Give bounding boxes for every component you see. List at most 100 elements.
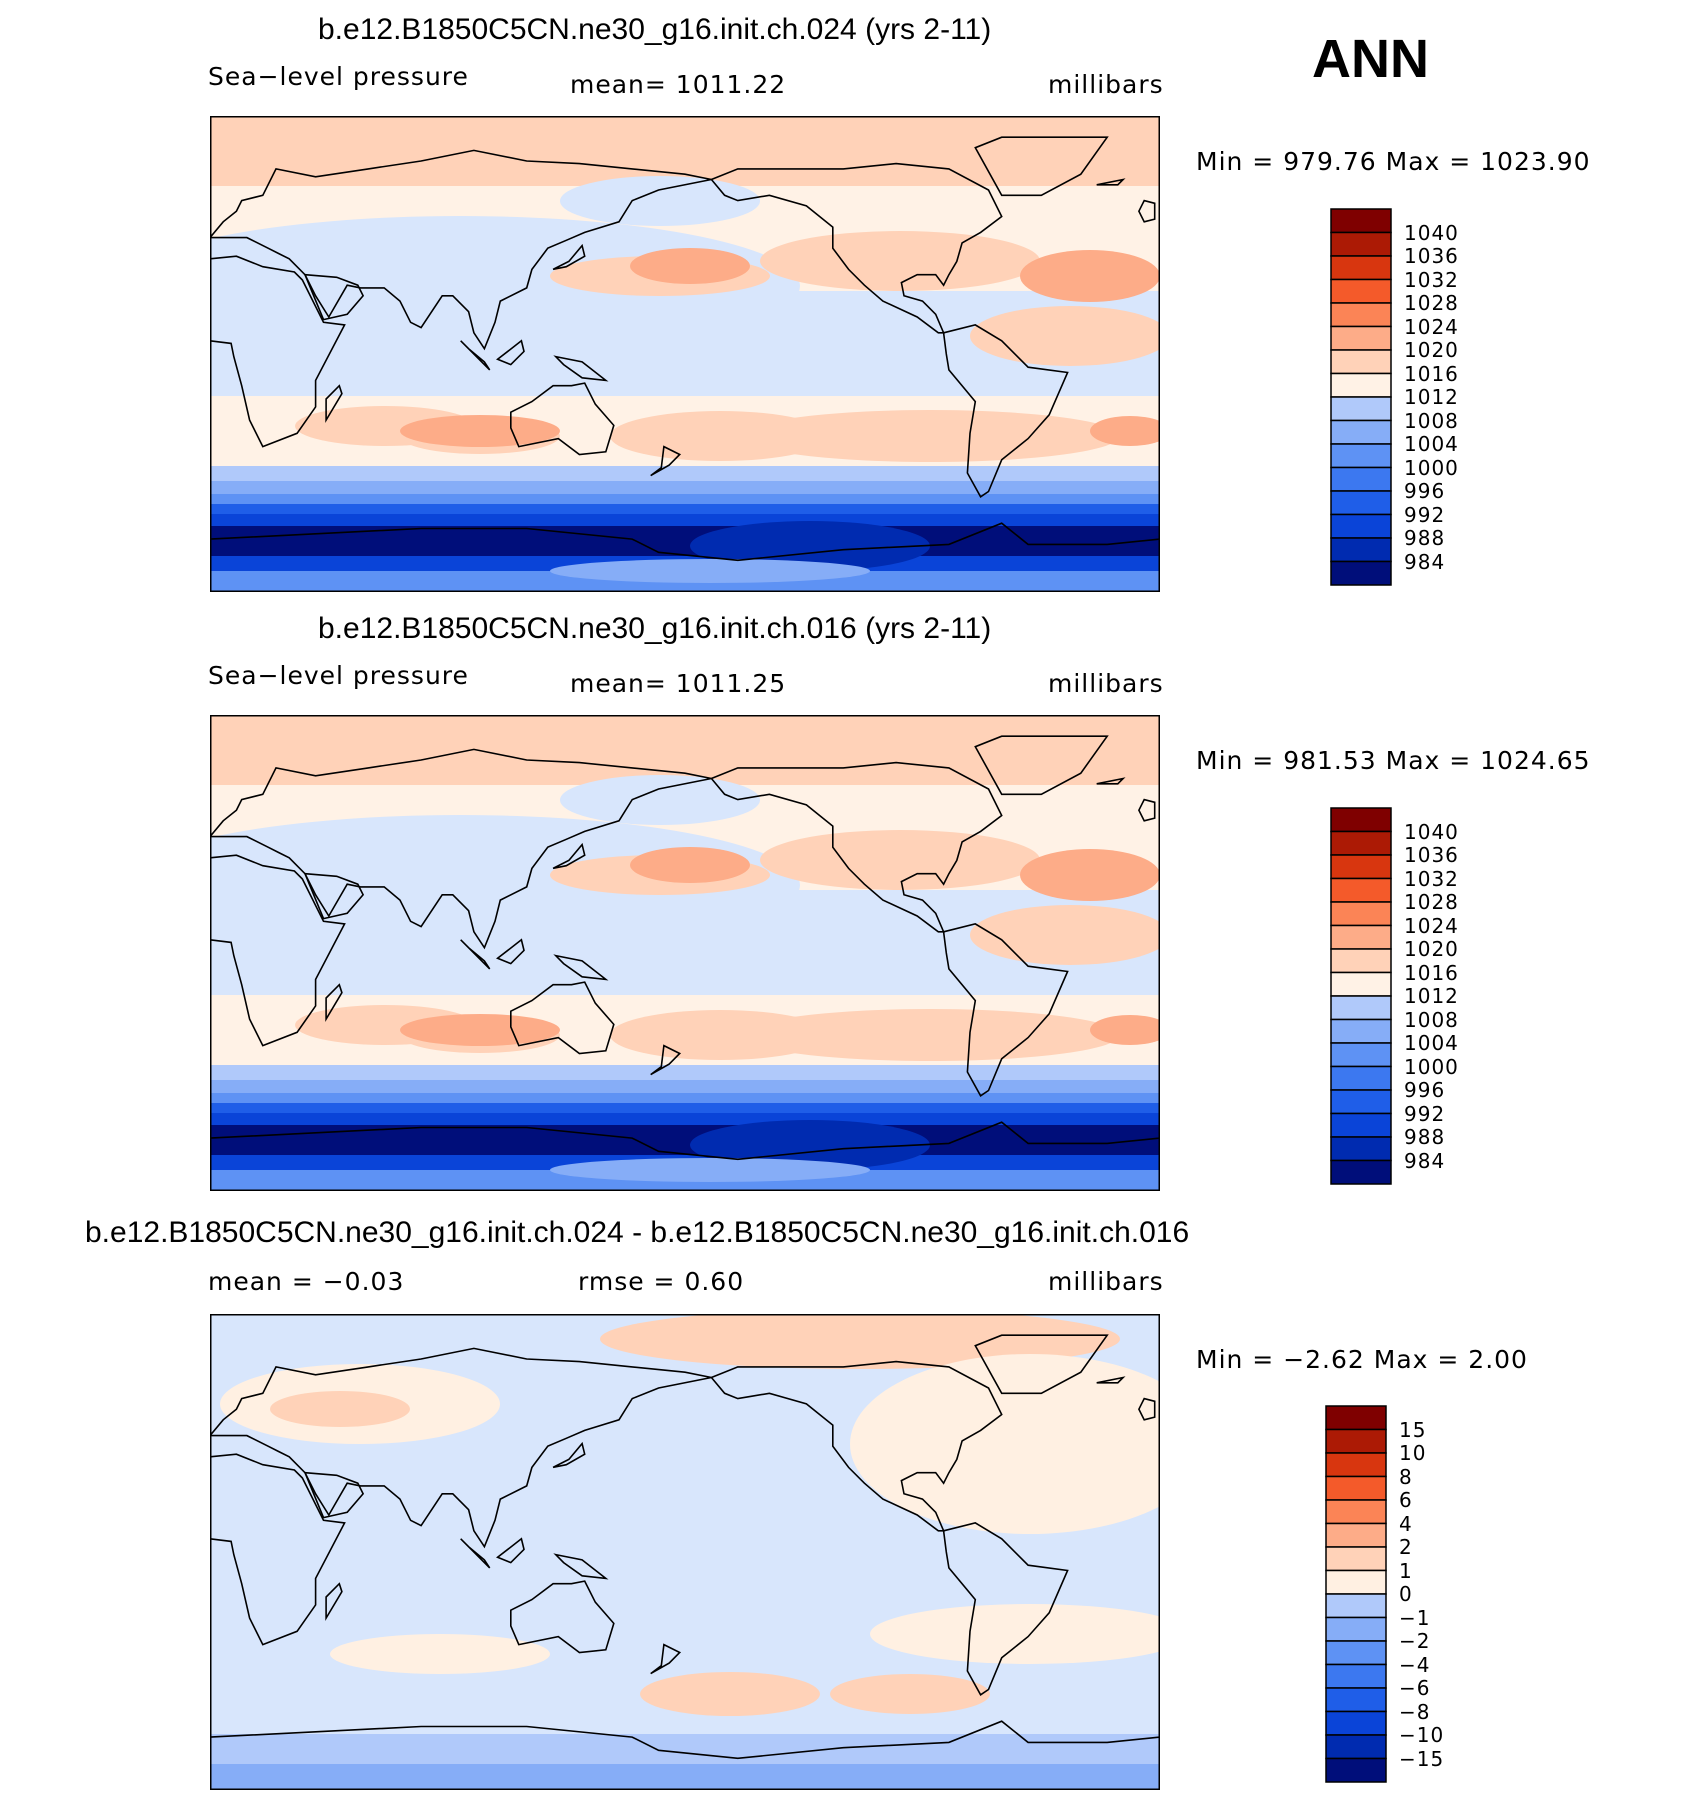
panel-2-title: b.e12.B1850C5CN.ne30_g16.init.ch.016 (yr… [318,612,992,645]
colorbar-box [1330,1065,1392,1091]
contour-band [210,1113,1160,1125]
colorbar-label: −4 [1399,1652,1431,1677]
colorbar-box [1330,278,1392,304]
colorbar-box [1325,1452,1387,1478]
coastline [510,981,615,1055]
colorbar-box [1330,325,1392,351]
contour-blob [560,176,760,226]
colorbar-label: 988 [1404,526,1446,550]
coastline [552,842,586,870]
colorbar-box [1330,560,1392,586]
colorbar-box [1330,537,1392,563]
coastline [942,923,1069,1097]
colorbar-label: 8 [1399,1464,1413,1489]
colorbar-box [1330,302,1392,328]
colorbar-swatches [1325,1405,1387,1783]
coastline [496,1537,525,1564]
map-frame [210,116,1160,592]
colorbar-label: 1008 [1404,1007,1459,1032]
contour-blob [1020,250,1160,302]
colorbar-label: 2 [1399,1535,1413,1559]
coastline [710,1360,1003,1532]
coastline [1096,1376,1126,1384]
season-label: ANN [1312,29,1429,89]
coastline [553,355,609,382]
coastline [650,445,682,477]
panel-1-variable-label: Sea−level pressure [208,62,469,91]
colorbar-box [1330,995,1392,1021]
colorbar-label: −15 [1399,1746,1445,1771]
contour-blob [550,559,870,583]
panel-1-title: b.e12.B1850C5CN.ne30_g16.init.ch.024 (yr… [318,13,992,46]
contour-blob [560,775,760,825]
coastline [974,1334,1109,1395]
colorbar-box [1330,466,1392,492]
coastline [1138,199,1156,223]
contour-band [210,466,1160,481]
colorbar-box [1330,513,1392,539]
colorbar-box [1330,807,1392,833]
colorbar-box [1330,1159,1392,1185]
colorbar-box [1330,1089,1392,1115]
contour-band [210,504,1160,514]
coastline [325,983,343,1022]
colorbar-label: 15 [1399,1417,1427,1442]
contour-band [210,494,1160,504]
colorbar-label: −8 [1399,1699,1431,1724]
colorbar-box [1330,830,1392,856]
panel-2-units-label: millibars [1048,669,1164,698]
contour-blob [400,415,560,447]
contour-band [210,1065,1160,1080]
colorbar-box [1330,372,1392,398]
colorbar-label: 1012 [1404,385,1459,409]
colorbar-label: 984 [1404,549,1446,574]
colorbar-box [1330,396,1392,422]
coastline [325,384,343,423]
colorbar-label: 4 [1399,1511,1413,1536]
contour-blob [330,1634,550,1674]
colorbar-box [1325,1757,1387,1783]
colorbar-label: 1016 [1404,960,1459,985]
panel-2-map [210,715,1160,1191]
colorbar-box [1325,1569,1387,1595]
colorbar-box [1330,901,1392,927]
colorbar-box [1325,1663,1387,1689]
panel-3-rmse-label: rmse = 0.60 [578,1267,745,1296]
colorbar-box [1330,1042,1392,1068]
colorbar-label: 984 [1404,1148,1446,1173]
colorbar-box [1325,1593,1387,1619]
colorbar-box [1325,1522,1387,1548]
colorbar-box [1330,971,1392,997]
colorbar-label: 1020 [1404,937,1459,961]
coastline [303,872,365,920]
contour-blob [610,411,830,461]
colorbar-label: 1036 [1404,244,1459,268]
panel-2-minmax: Min = 981.53 Max = 1024.65 [1196,746,1591,775]
coastline [942,1522,1069,1696]
contour-blob [550,1158,870,1182]
coastline [553,954,609,981]
colorbar-label: −2 [1399,1629,1431,1653]
contour-blob [400,1014,560,1046]
coastline [974,735,1109,796]
coastline [553,1553,609,1580]
colorbar-box [1325,1428,1387,1454]
colorbar-label: 1028 [1404,291,1459,315]
contour-blob [640,1672,820,1716]
map-frame [210,1314,1160,1790]
contour-blob [1020,849,1160,901]
panel-3-mean-label: mean = −0.03 [208,1267,405,1296]
colorbar-box [1330,255,1392,281]
contour-band [210,481,1160,494]
colorbar-label: 1000 [1404,455,1459,480]
map-canvas [210,116,1160,592]
contour-blob [850,1354,1160,1534]
contour-blob [630,248,750,284]
panel-3-map [210,1314,1160,1790]
colorbar-box [1330,1018,1392,1044]
colorbar-box [1325,1616,1387,1642]
contour-band [210,514,1160,526]
coastline [942,324,1069,498]
colorbar-box [1325,1499,1387,1525]
contour-blob [1090,1015,1160,1045]
